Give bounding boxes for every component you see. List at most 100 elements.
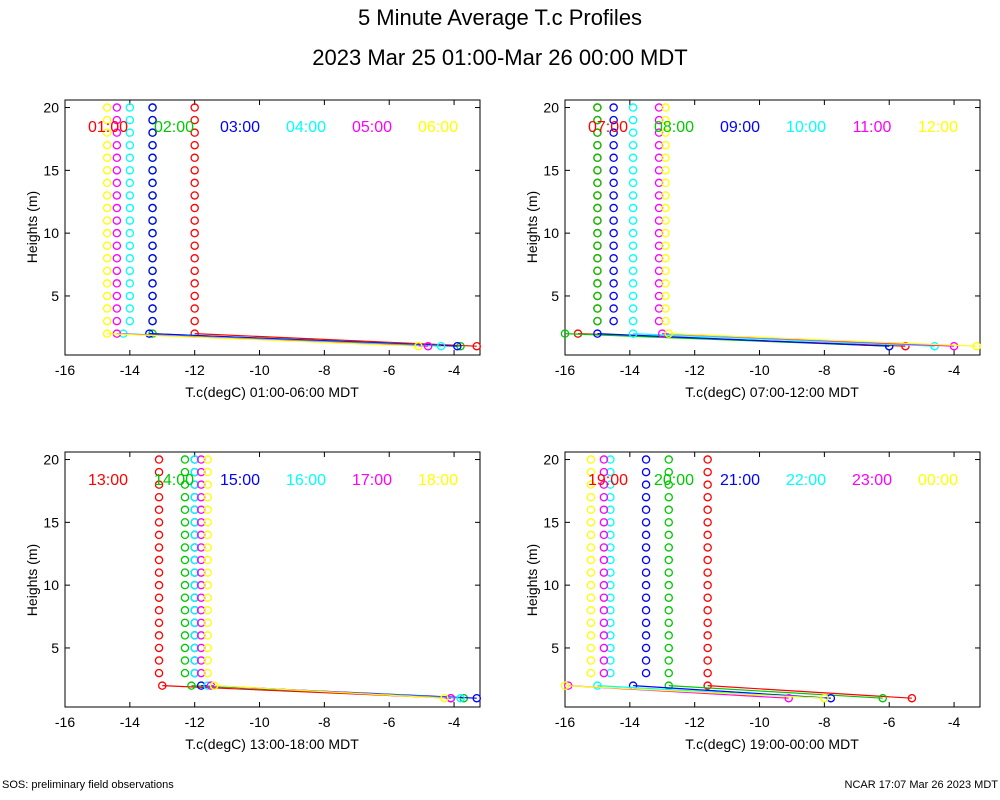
series-04:00 (119, 103, 446, 351)
data-point (609, 153, 618, 163)
data-point (930, 341, 939, 351)
data-point (180, 618, 190, 628)
data-point (606, 606, 615, 615)
legend-label: 16:00 (286, 472, 326, 489)
data-point (661, 316, 670, 326)
data-point (446, 693, 456, 703)
data-point (148, 103, 157, 112)
data-point (609, 103, 618, 112)
data-point (148, 178, 157, 188)
data-point (125, 228, 135, 238)
data-point (112, 291, 122, 301)
data-point (593, 254, 602, 263)
x-axis-label: T.c(degC) 13:00-18:00 MDT (185, 736, 359, 752)
data-point (102, 191, 112, 200)
data-point (112, 153, 122, 163)
x-tick-label: -4 (448, 362, 461, 378)
data-point (661, 191, 670, 200)
data-point (190, 128, 199, 137)
data-point (145, 329, 154, 338)
data-point (190, 304, 199, 313)
data-point (661, 166, 670, 175)
y-axis-label: Heights (m) (24, 191, 40, 263)
data-point (203, 530, 212, 540)
data-point (628, 291, 638, 301)
y-tick-label: 15 (43, 162, 59, 178)
data-point (606, 668, 615, 678)
data-point (154, 593, 164, 602)
data-point (628, 304, 638, 313)
data-point (593, 681, 602, 690)
data-point (196, 467, 206, 477)
data-point (102, 203, 112, 213)
data-point (628, 203, 638, 213)
data-point (190, 254, 199, 263)
legend-label: 15:00 (220, 472, 260, 489)
data-point (190, 166, 199, 175)
data-point (102, 228, 112, 238)
data-point (593, 203, 602, 213)
data-point (593, 140, 602, 150)
data-point (664, 543, 674, 552)
data-point (628, 178, 638, 188)
data-point (560, 329, 570, 338)
y-tick-label: 10 (543, 225, 559, 241)
data-point (203, 643, 212, 653)
data-point (148, 128, 157, 137)
data-point (628, 266, 638, 276)
data-point (196, 593, 206, 602)
data-point (187, 681, 196, 690)
data-point (661, 178, 670, 188)
data-point (609, 279, 618, 288)
data-point (102, 316, 112, 326)
data-point (190, 115, 199, 125)
data-point (599, 555, 609, 565)
data-point (190, 140, 199, 150)
data-point (190, 103, 199, 112)
legend-label: 14:00 (154, 472, 194, 489)
data-point (664, 656, 674, 665)
data-point (641, 530, 651, 540)
data-point (180, 530, 190, 540)
data-point (609, 254, 618, 263)
data-point (203, 492, 212, 502)
data-point (148, 166, 157, 175)
data-point (112, 279, 122, 288)
x-tick-label: -12 (185, 714, 205, 730)
data-point (190, 241, 199, 250)
data-point (125, 178, 135, 188)
data-point (148, 203, 157, 213)
data-point (203, 580, 212, 590)
x-tick-label: -6 (883, 714, 896, 730)
data-point (628, 216, 638, 225)
data-point (609, 191, 618, 200)
data-point (599, 455, 609, 464)
data-point (190, 216, 199, 225)
data-point (196, 492, 206, 502)
series-line (597, 333, 890, 347)
data-point (125, 266, 135, 276)
data-point (196, 606, 206, 615)
legend-label: 23:00 (852, 472, 892, 489)
data-point (148, 316, 157, 326)
x-tick-label: -8 (318, 362, 331, 378)
data-point (112, 316, 122, 326)
data-point (203, 467, 212, 477)
data-point (593, 191, 602, 200)
data-point (661, 140, 670, 150)
data-point (102, 103, 112, 112)
x-tick-label: -12 (685, 362, 705, 378)
data-point (664, 505, 674, 515)
data-point (641, 580, 651, 590)
legend-label: 21:00 (720, 472, 760, 489)
series-08:00 (560, 103, 894, 351)
y-tick-label: 5 (551, 288, 559, 304)
data-point (112, 140, 122, 150)
data-point (609, 140, 618, 150)
data-point (196, 631, 206, 640)
data-point (641, 656, 651, 665)
data-point (664, 643, 674, 653)
data-point (593, 216, 602, 225)
data-point (606, 593, 615, 602)
